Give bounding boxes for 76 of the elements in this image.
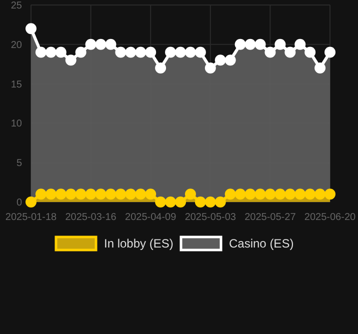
point	[75, 46, 86, 58]
point	[45, 46, 56, 58]
point	[85, 188, 96, 200]
point	[105, 188, 116, 200]
point	[165, 46, 176, 58]
point	[85, 38, 96, 50]
point	[294, 188, 306, 200]
point	[314, 188, 326, 200]
point	[175, 46, 186, 58]
point	[26, 23, 36, 34]
y-tick-label: 0	[16, 198, 22, 208]
point	[194, 46, 206, 58]
point	[135, 188, 146, 200]
point	[304, 46, 316, 58]
point	[45, 188, 56, 200]
point	[105, 38, 116, 50]
point	[284, 46, 296, 58]
point	[304, 188, 316, 200]
point	[264, 188, 276, 200]
point	[274, 188, 286, 200]
point	[175, 196, 186, 208]
y-tick-label: 15	[10, 79, 22, 90]
x-tick-label: 2025-05-03	[184, 212, 236, 223]
point	[55, 46, 66, 58]
point	[244, 38, 256, 50]
point	[234, 188, 246, 200]
point	[184, 46, 196, 58]
point	[145, 188, 156, 200]
x-tick-label: 2025-04-09	[125, 212, 177, 223]
point	[284, 188, 296, 200]
point	[274, 38, 286, 50]
point	[26, 196, 36, 208]
point	[115, 188, 126, 200]
point	[234, 38, 246, 50]
point	[244, 188, 256, 200]
x-tick-label: 2025-06-20	[304, 212, 356, 223]
point	[145, 46, 156, 58]
point	[254, 38, 266, 50]
point	[214, 196, 226, 208]
point	[35, 46, 46, 58]
point	[155, 196, 166, 208]
x-tick-label: 2025-01-18	[5, 212, 58, 223]
legend-label: In lobby (ES)	[104, 236, 174, 250]
point	[95, 38, 106, 50]
point	[135, 46, 146, 58]
point	[224, 54, 236, 66]
point	[155, 62, 166, 74]
point	[65, 188, 76, 200]
point	[264, 46, 276, 58]
point	[55, 188, 66, 200]
point	[214, 54, 226, 66]
point	[204, 196, 216, 208]
x-tick-label: 2025-05-27	[244, 212, 296, 223]
y-tick-label: 25	[10, 0, 22, 12]
point	[125, 46, 136, 58]
point	[294, 38, 306, 50]
point	[194, 196, 206, 208]
point	[314, 62, 326, 74]
y-tick-label: 20	[10, 40, 22, 51]
legend-label: Casino (ES)	[229, 236, 294, 250]
y-tick-label: 10	[10, 118, 22, 130]
point	[324, 188, 336, 200]
y-tick-label: 5	[16, 158, 22, 170]
point	[115, 46, 126, 58]
point	[95, 188, 106, 200]
point	[125, 188, 136, 200]
point	[165, 196, 176, 208]
point	[35, 188, 46, 200]
point	[75, 188, 86, 200]
x-tick-label: 2025-03-16	[65, 212, 117, 223]
point	[224, 188, 236, 200]
point	[204, 62, 216, 74]
point	[184, 188, 196, 200]
point	[65, 54, 76, 66]
point	[324, 46, 336, 58]
point	[254, 188, 266, 200]
